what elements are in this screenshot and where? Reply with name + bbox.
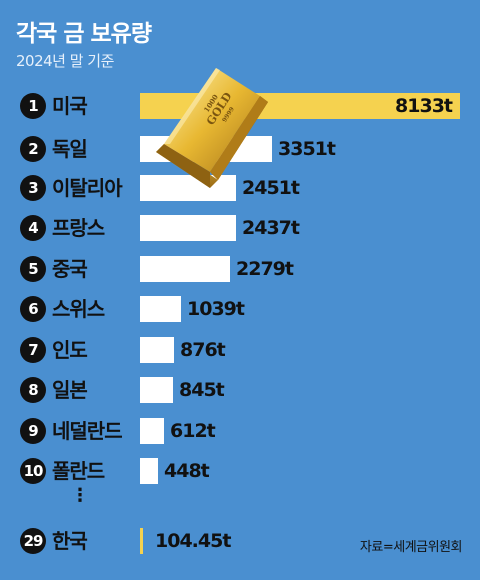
bar <box>140 175 236 201</box>
bar <box>140 256 230 282</box>
value-label: 2279t <box>236 258 294 280</box>
rank-badge: 3 <box>20 175 46 201</box>
source-note: 자료=세계금위원회 <box>359 540 463 555</box>
rank-badge: 9 <box>20 418 46 444</box>
country-label: 네덜란드 <box>52 419 123 443</box>
value-label: 845t <box>179 379 225 401</box>
country-label: 이탈리아 <box>52 176 123 200</box>
value-label: 448t <box>164 460 210 482</box>
country-label: 인도 <box>52 338 88 362</box>
value-label: 612t <box>170 420 216 442</box>
value-label: 104.45t <box>155 530 231 552</box>
rank-badge: 7 <box>20 337 46 363</box>
bar <box>140 215 236 241</box>
country-label: 프랑스 <box>52 216 105 240</box>
bar <box>140 418 164 444</box>
bar <box>140 296 181 322</box>
rank-badge: 5 <box>20 256 46 282</box>
chart-title: 각국 금 보유량 <box>16 21 152 47</box>
chart-subtitle: 2024년 말 기준 <box>16 52 114 70</box>
value-label: 1039t <box>187 298 245 320</box>
rank-badge: 29 <box>20 528 46 554</box>
bar <box>140 458 158 484</box>
rank-badge: 2 <box>20 136 46 162</box>
country-label: 폴란드 <box>52 459 105 483</box>
rank-badge: 1 <box>20 93 46 119</box>
country-label: 독일 <box>52 137 88 161</box>
value-label: 8133t <box>395 95 453 117</box>
rank-badge: 8 <box>20 377 46 403</box>
gold-bar-image: 1000 GOLD 9999 <box>156 68 268 188</box>
value-label: 2451t <box>242 177 300 199</box>
rank-badge: 4 <box>20 215 46 241</box>
rank-badge: 10 <box>20 458 46 484</box>
country-label: 미국 <box>52 94 88 118</box>
country-label: 한국 <box>52 529 88 553</box>
bar <box>140 337 174 363</box>
bar <box>140 528 143 554</box>
country-label: 중국 <box>52 257 88 281</box>
bar <box>140 377 173 403</box>
rank-badge: 6 <box>20 296 46 322</box>
value-label: 3351t <box>278 138 336 160</box>
country-label: 스위스 <box>52 297 105 321</box>
country-label: 일본 <box>52 378 88 402</box>
value-label: 2437t <box>242 217 300 239</box>
ellipsis-mark: ⋮ <box>71 485 89 506</box>
value-label: 876t <box>180 339 226 361</box>
